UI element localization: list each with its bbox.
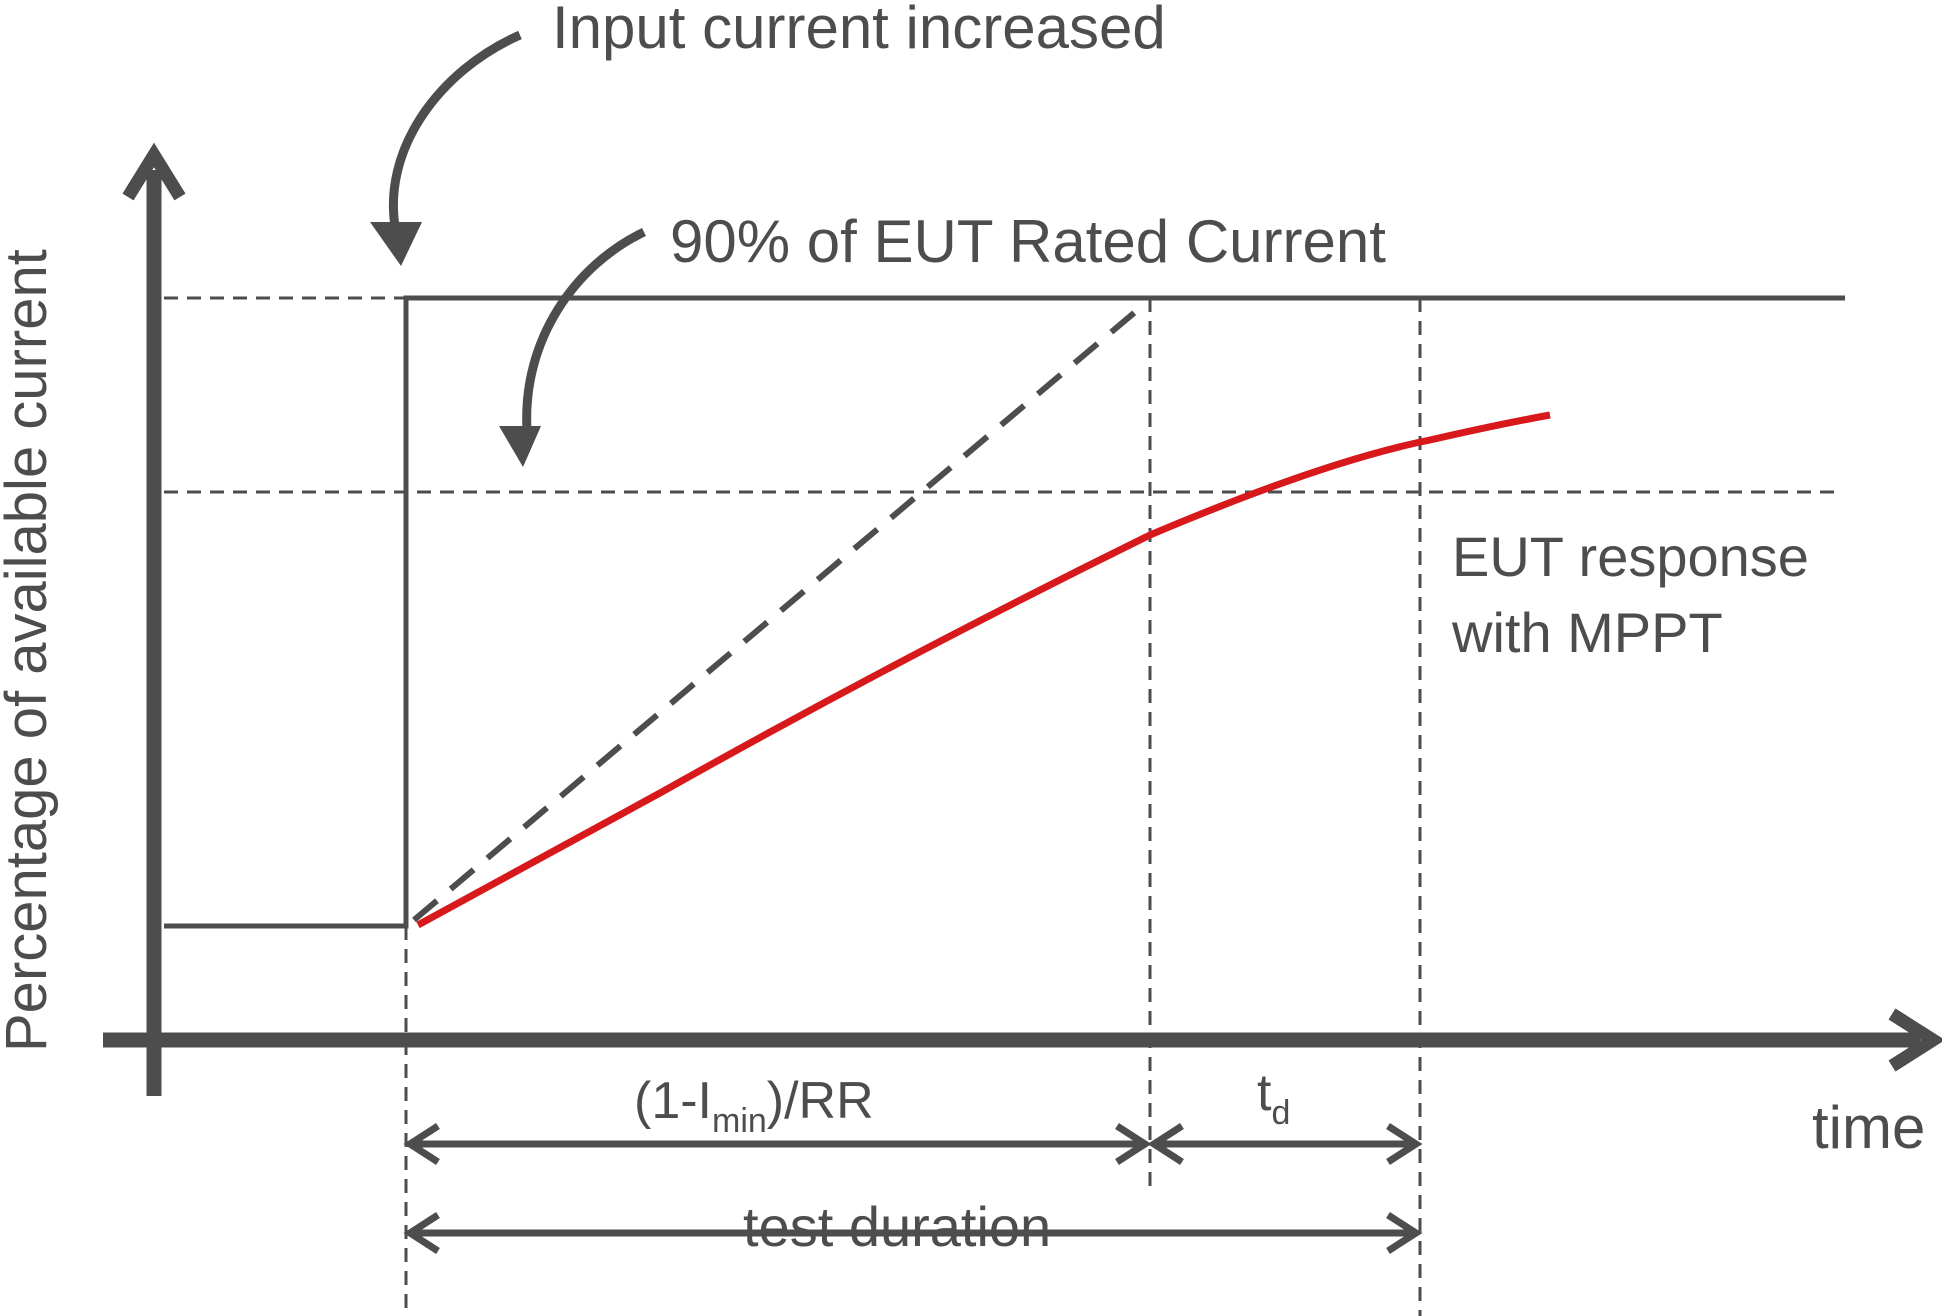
available-current-step bbox=[164, 295, 1845, 929]
delay-subscript: d bbox=[1271, 1094, 1290, 1132]
ramp-interval-prefix: (1-I bbox=[634, 1072, 712, 1130]
x-axis-label: time bbox=[1812, 1094, 1925, 1161]
eut-response-label-line1: EUT response bbox=[1452, 525, 1809, 588]
rated-current-callout-arrow bbox=[522, 227, 646, 431]
ideal-ramp-dashed-line bbox=[412, 299, 1149, 923]
ramp-interval-suffix: )/RR bbox=[767, 1072, 874, 1130]
x-axis-arrowhead bbox=[1888, 1008, 1942, 1072]
ramp-interval-label: (1-Imin)/RR bbox=[634, 1072, 874, 1140]
ramp-interval-subscript: min bbox=[712, 1102, 767, 1140]
y-axis-label: Percentage of available current bbox=[0, 249, 59, 1052]
delay-label: td bbox=[1257, 1064, 1290, 1132]
input-current-callout-arrowhead bbox=[370, 222, 422, 266]
input-current-increased-label: Input current increased bbox=[552, 0, 1166, 61]
eut-response-label-line2: with MPPT bbox=[1451, 601, 1723, 664]
rated-current-callout-arrowhead bbox=[499, 426, 541, 467]
test-duration-label: test duration bbox=[743, 1195, 1051, 1258]
rated-current-label: 90% of EUT Rated Current bbox=[670, 208, 1386, 275]
eut-response-curve bbox=[416, 411, 1551, 929]
delay-main: t bbox=[1257, 1064, 1272, 1122]
input-current-callout-arrow bbox=[388, 30, 522, 233]
y-axis-arrowhead bbox=[122, 142, 186, 201]
